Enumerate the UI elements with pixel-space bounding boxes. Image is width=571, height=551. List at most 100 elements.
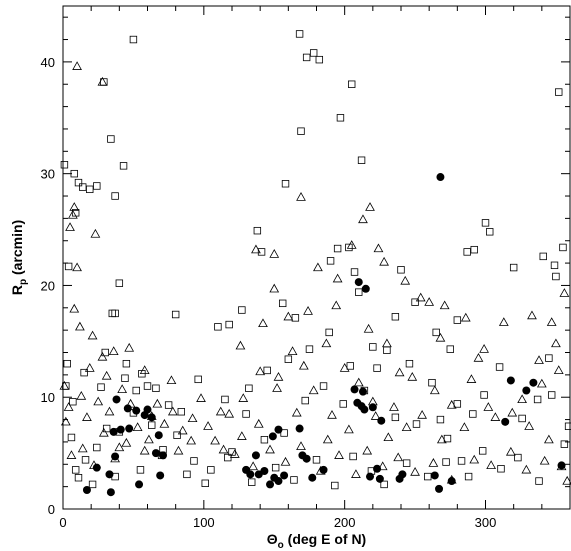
square-marker xyxy=(560,440,569,448)
filled-circle-marker xyxy=(125,424,134,433)
triangle-marker xyxy=(75,321,85,331)
square-marker xyxy=(424,472,432,481)
filled-circle-marker xyxy=(266,480,275,489)
triangle-marker xyxy=(331,300,342,310)
square-marker xyxy=(339,400,347,408)
filled-circle-marker xyxy=(295,424,304,433)
square-marker xyxy=(533,395,542,404)
triangle-marker xyxy=(543,434,554,444)
filled-circle-marker xyxy=(106,488,115,497)
triangle-marker xyxy=(344,424,354,434)
square-marker xyxy=(486,228,494,236)
triangle-marker xyxy=(253,418,264,428)
square-marker xyxy=(509,263,518,272)
square-marker xyxy=(309,49,318,57)
triangle-marker xyxy=(248,461,259,471)
triangle-marker xyxy=(358,214,368,224)
square-marker xyxy=(428,378,436,387)
square-marker xyxy=(207,466,215,474)
triangle-marker xyxy=(59,380,70,390)
filled-circle-marker xyxy=(308,473,317,482)
triangle-marker xyxy=(553,365,564,374)
square-marker xyxy=(263,366,271,375)
filled-circle-marker xyxy=(151,449,160,458)
triangle-marker xyxy=(108,346,119,355)
filled-circle-marker xyxy=(132,406,141,415)
square-marker xyxy=(463,248,471,256)
triangle-marker xyxy=(377,461,388,471)
triangle-marker xyxy=(66,450,77,459)
filled-circle-marker xyxy=(398,470,407,479)
square-marker xyxy=(108,309,116,318)
filled-circle-marker xyxy=(360,405,369,414)
square-marker xyxy=(121,374,129,382)
triangle-marker xyxy=(363,323,374,333)
square-marker xyxy=(453,316,462,324)
filled-circle-marker xyxy=(319,465,328,474)
square-marker xyxy=(183,470,191,479)
square-marker xyxy=(93,182,101,190)
triangle-marker xyxy=(303,306,313,315)
square-marker xyxy=(101,348,109,357)
square-marker xyxy=(297,127,305,135)
triangle-marker xyxy=(332,273,343,283)
triangle-marker xyxy=(334,450,344,459)
triangle-marker xyxy=(373,243,384,253)
square-marker xyxy=(63,359,71,368)
triangle-marker xyxy=(187,413,198,423)
filled-circle-marker xyxy=(260,466,269,475)
y-axis-label-symbol: R xyxy=(9,285,25,295)
triangle-marker xyxy=(218,444,229,454)
triangle-marker xyxy=(177,425,188,435)
filled-circle-marker xyxy=(435,484,444,493)
triangle-marker xyxy=(486,460,497,470)
square-marker xyxy=(535,477,543,485)
y-tick-label: 0 xyxy=(48,502,55,517)
square-marker xyxy=(432,328,440,337)
triangle-marker xyxy=(280,456,291,466)
square-marker xyxy=(201,479,209,487)
scatter-markers xyxy=(59,30,571,497)
triangle-marker xyxy=(224,408,235,418)
filled-circle-marker xyxy=(366,472,375,481)
square-marker xyxy=(129,35,138,44)
square-marker xyxy=(331,481,339,490)
triangle-marker xyxy=(173,445,184,455)
triangle-marker xyxy=(291,407,302,417)
square-marker xyxy=(171,310,180,319)
square-marker xyxy=(122,359,131,368)
square-marker xyxy=(539,252,547,261)
triangle-marker xyxy=(559,288,570,297)
square-marker xyxy=(453,400,462,408)
square-marker xyxy=(238,306,246,314)
square-marker xyxy=(248,478,256,486)
square-marker xyxy=(326,257,335,265)
triangle-marker xyxy=(389,402,399,411)
triangle-marker xyxy=(473,352,484,362)
square-marker xyxy=(312,456,321,464)
triangle-marker xyxy=(370,411,381,420)
triangle-marker xyxy=(466,374,477,383)
square-marker xyxy=(60,161,69,169)
triangle-marker xyxy=(67,209,78,219)
triangle-marker xyxy=(524,421,535,430)
square-marker xyxy=(295,30,304,38)
square-marker xyxy=(143,382,152,390)
square-marker xyxy=(115,279,124,287)
square-marker xyxy=(152,384,160,392)
square-marker xyxy=(81,456,90,464)
square-marker xyxy=(119,162,128,170)
filled-circle-marker xyxy=(354,278,363,287)
square-marker xyxy=(136,466,145,474)
square-marker xyxy=(325,328,333,337)
square-marker xyxy=(564,422,571,430)
triangle-marker xyxy=(90,228,101,238)
filled-circle-marker xyxy=(274,477,283,486)
square-marker xyxy=(405,359,414,368)
triangle-marker xyxy=(436,434,447,444)
triangle-marker xyxy=(87,330,98,340)
triangle-marker xyxy=(98,427,109,437)
triangle-marker xyxy=(287,346,298,355)
triangle-marker xyxy=(521,464,532,474)
